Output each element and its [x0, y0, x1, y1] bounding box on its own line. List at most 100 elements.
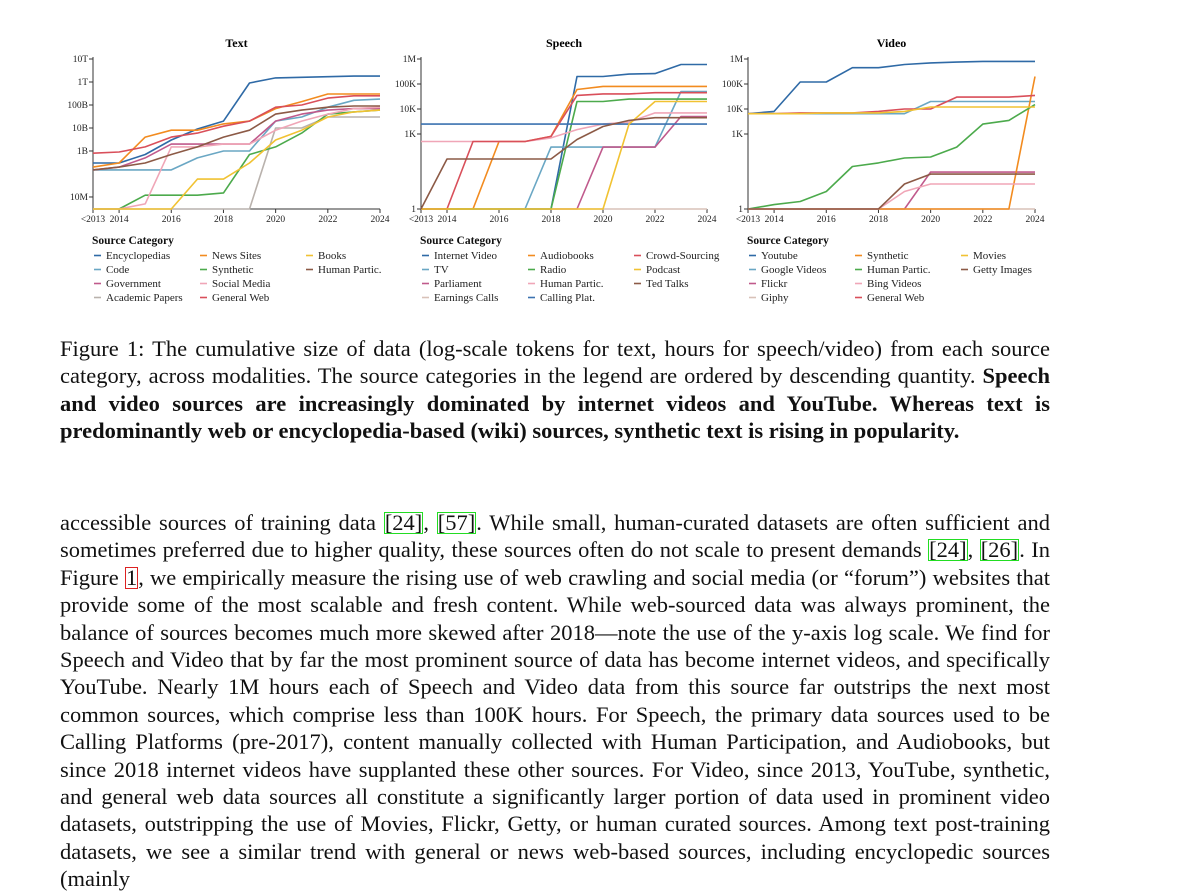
legend-item: TV	[434, 264, 449, 276]
series-line-youtube	[747, 60, 1035, 115]
y-tick-label: 100K	[395, 80, 416, 90]
legend-item: Crowd-Sourcing	[646, 250, 720, 262]
caption-label: Figure 1:	[60, 336, 153, 361]
body-text: ,	[967, 537, 980, 563]
chart-title: Speech	[546, 36, 582, 50]
x-tick-label: 2016	[817, 215, 836, 225]
series-line-human-partic-	[92, 105, 380, 171]
legend-item: Encyclopedias	[106, 250, 170, 262]
figure-charts: Text 10M 1B 10B 100B 1T 10T <2013 2014 2016 2018 20…	[67, 36, 1045, 304]
x-tick-label: 2018	[869, 215, 888, 225]
series-line-movies	[748, 106, 1035, 115]
legend-item: Social Media	[212, 278, 270, 290]
legend-item: General Web	[212, 292, 270, 304]
y-tick-label: 1B	[77, 147, 88, 157]
series-line-general-web	[748, 94, 1036, 115]
x-tick-label: 2018	[542, 215, 561, 225]
chart-video: Video 1 1K 10K 100K 1M <2013 2014 2016 2018 2020 20…	[722, 36, 1045, 304]
series-line-podcast	[421, 100, 707, 210]
y-tick-label: 1K	[404, 130, 416, 140]
citation-link-24[interactable]: [24]	[383, 510, 424, 535]
y-tick-label: 1K	[731, 130, 743, 140]
citation-link-26[interactable]: [26]	[979, 537, 1020, 563]
x-tick-label: 2016	[490, 215, 509, 225]
figure-caption: Figure 1: The cumulative size of data (l…	[60, 335, 1050, 445]
series-line-encyclopedias	[93, 75, 380, 164]
legend-item: Synthetic	[212, 264, 254, 276]
x-tick-label: 2022	[973, 215, 992, 225]
x-tick-label: 2024	[371, 215, 390, 225]
x-tick-label: 2024	[698, 215, 717, 225]
y-tick-label: 1M	[403, 55, 417, 65]
legend-item: Human Partic.	[318, 264, 382, 276]
y-tick-label: 100K	[722, 80, 743, 90]
body-text: , we empirically measure the rising use …	[60, 564, 1050, 892]
x-tick-label: 2020	[594, 215, 613, 225]
figure-link-1[interactable]: 1	[124, 564, 139, 590]
chart-title: Text	[225, 36, 247, 50]
legend-item: Flickr	[761, 278, 788, 290]
y-tick-label: 100B	[67, 101, 88, 111]
y-tick-label: 10K	[727, 105, 744, 115]
y-tick-label: 1M	[730, 55, 744, 65]
x-tick-label: <2013	[409, 215, 434, 225]
body-text: . In Figure	[60, 537, 1051, 590]
x-tick-label: 2014	[765, 215, 784, 225]
series-line-synthetic	[93, 109, 381, 210]
legend-item: Earnings Calls	[434, 292, 498, 304]
legend-title: Source Category	[747, 235, 829, 247]
x-tick-label: 2022	[318, 215, 337, 225]
y-tick-label: 10B	[72, 124, 88, 134]
x-tick-label: 2024	[1026, 215, 1045, 225]
legend-item: Internet Video	[434, 250, 497, 262]
chart-text: Text 10M 1B 10B 100B 1T 10T <2013 2014 2016 2018 20…	[67, 36, 389, 304]
series-line-flickr	[748, 171, 1035, 210]
body-text: ,	[423, 510, 437, 535]
chart-speech: Speech 1 1K 10K 100K 1M <2013 2014 2016 2018 2020 2…	[395, 36, 720, 304]
series-line-general-web	[92, 95, 380, 154]
body-paragraph: accessible sources of training data [24]…	[60, 509, 1050, 893]
series-line-code	[93, 98, 381, 171]
series-line-academic-papers	[93, 116, 380, 210]
series-line-ted-talks	[420, 116, 707, 210]
legend-item: Getty Images	[973, 264, 1032, 276]
body-text: accessible sources of training data	[60, 510, 384, 535]
x-tick-label: 2014	[438, 215, 457, 225]
series-line-human-partic-	[421, 112, 707, 143]
y-tick-label: 1T	[77, 78, 88, 88]
series-line-human-partic-	[747, 103, 1036, 210]
x-tick-label: 2022	[646, 215, 665, 225]
legend-item: Radio	[540, 264, 567, 276]
series-line-social-media	[93, 106, 381, 210]
legend-title: Source Category	[92, 235, 174, 247]
series-line-news-sites	[92, 93, 380, 168]
y-tick-label: 1	[738, 205, 743, 215]
legend-item: Code	[106, 264, 129, 276]
citation-link-24[interactable]: [24]	[928, 537, 968, 563]
caption-text: The cumulative size of data (log-scale t…	[60, 336, 1050, 389]
x-tick-label: 2016	[162, 215, 181, 225]
x-tick-label: <2013	[81, 215, 106, 225]
legend-item: Podcast	[646, 264, 680, 276]
legend-item: Academic Papers	[106, 292, 183, 304]
legend-item: Government	[106, 278, 161, 290]
y-tick-label: 10M	[70, 193, 89, 203]
caption-bold-text: Speech and video sources are increasingl…	[60, 363, 1050, 444]
x-tick-label: 2014	[110, 215, 129, 225]
chart-title: Video	[877, 36, 907, 50]
y-tick-label: 10K	[400, 105, 417, 115]
x-tick-label: <2013	[736, 215, 761, 225]
x-tick-label: 2020	[266, 215, 285, 225]
legend-item: Synthetic	[867, 250, 909, 262]
legend-item: Human Partic.	[540, 278, 604, 290]
series-line-tv	[421, 90, 707, 210]
x-tick-label: 2018	[214, 215, 233, 225]
series-line-parliament	[421, 115, 707, 210]
legend-item: Bing Videos	[867, 278, 921, 290]
figure-1: Text 10M 1B 10B 100B 1T 10T <2013 2014 2016 2018 20…	[60, 34, 1060, 324]
citation-link-57[interactable]: [57]	[436, 510, 477, 535]
body-text: . While small, human-curated datasets ar…	[60, 510, 1050, 563]
series-line-getty-images	[748, 173, 1035, 210]
legend-item: Human Partic.	[867, 264, 931, 276]
legend-item: Youtube	[761, 250, 798, 262]
